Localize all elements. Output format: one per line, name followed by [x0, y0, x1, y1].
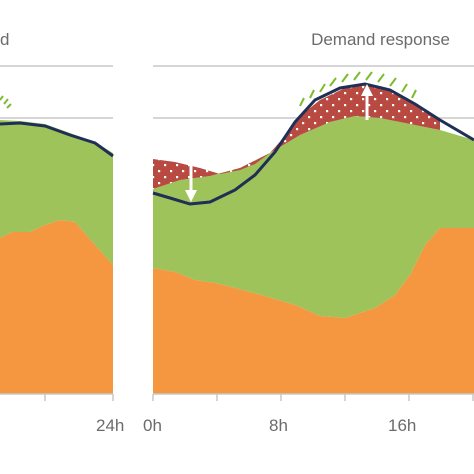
- right-panel: Demand response: [152, 30, 474, 394]
- down-arrow: [185, 164, 197, 202]
- x-tick-label-16h: 16h: [388, 416, 416, 435]
- left-base-area: [0, 220, 113, 394]
- x-tick-label-8h: 8h: [269, 416, 288, 435]
- right-panel-title: Demand response: [311, 30, 450, 49]
- x-tick-label-0h: 0h: [143, 416, 162, 435]
- right-solar-sprigs: [299, 71, 417, 107]
- up-arrow-head: [361, 84, 373, 96]
- up-arrow: [361, 84, 373, 120]
- left-solar-sprigs: [0, 95, 12, 109]
- right-demand-line: [152, 82, 474, 206]
- x-axis: 24h 0h 8h 16h: [0, 393, 474, 435]
- down-arrow-head: [185, 190, 197, 202]
- right-base-area: [153, 228, 474, 394]
- x-tick-label-24h: 24h: [96, 416, 124, 435]
- left-solar-area: [0, 120, 113, 265]
- right-solar-area: [153, 116, 474, 318]
- left-panel: d: [0, 30, 114, 394]
- left-demand-line: [0, 121, 114, 158]
- left-panel-title: d: [0, 30, 9, 49]
